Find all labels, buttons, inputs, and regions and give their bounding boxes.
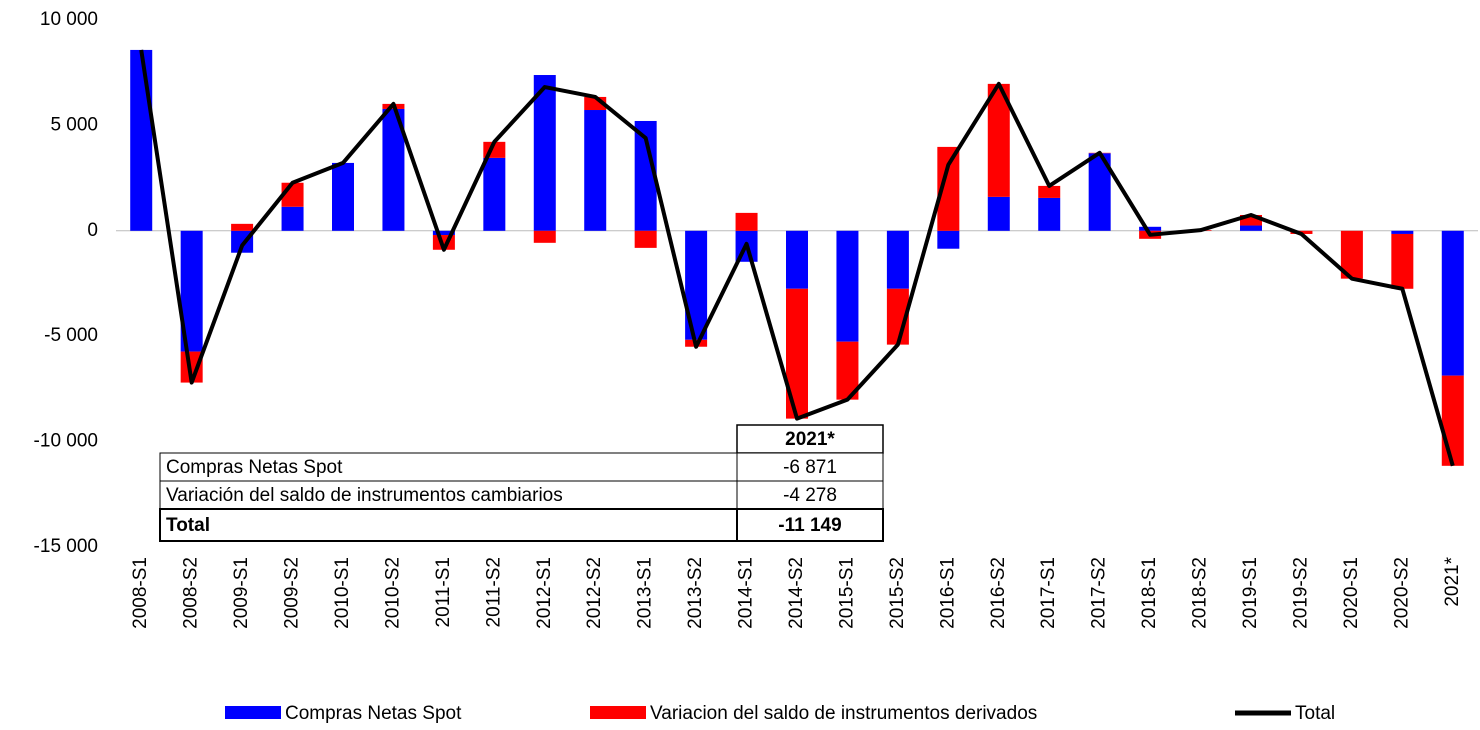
bar (1391, 231, 1413, 234)
x-tick-label: 2017-S1 (1038, 557, 1059, 629)
legend-swatch (225, 706, 281, 719)
bar (534, 231, 556, 243)
y-tick-label: 0 (87, 220, 98, 241)
y-tick-label: 5 000 (50, 114, 98, 135)
bar (786, 231, 808, 289)
x-tick-label: 2014-S2 (786, 557, 807, 629)
table-cell (160, 509, 737, 541)
x-tick-label: 2009-S2 (282, 557, 303, 629)
table-row-value: -6 871 (783, 457, 837, 478)
x-tick-label: 2014-S1 (736, 557, 757, 629)
x-tick-label: 2012-S1 (534, 557, 555, 629)
bar (736, 213, 758, 231)
x-tick-label: 2010-S2 (382, 557, 403, 629)
y-tick-label: 10 000 (40, 9, 98, 30)
bar (282, 207, 304, 231)
bar (988, 197, 1010, 231)
table-row-label: Total (166, 515, 210, 536)
legend-swatch (590, 706, 646, 719)
x-tick-label: 2008-S1 (130, 557, 151, 629)
x-tick-label: 2019-S1 (1240, 557, 1261, 629)
x-tick-label: 2012-S2 (584, 557, 605, 629)
bar (1240, 226, 1262, 231)
bar (332, 163, 354, 231)
x-tick-label: 2015-S2 (887, 557, 908, 629)
x-tick-label: 2010-S1 (332, 557, 353, 629)
bar (1139, 227, 1161, 231)
legend-label: Total (1295, 703, 1335, 724)
x-tick-label: 2021* (1442, 556, 1463, 606)
y-tick-label: -10 000 (34, 431, 98, 452)
bar (483, 158, 505, 231)
bar (937, 231, 959, 249)
table-row-value: -4 278 (783, 485, 837, 506)
bar (635, 231, 657, 248)
table-row-value: -11 149 (778, 515, 841, 536)
bar (231, 224, 253, 231)
x-tick-label: 2018-S1 (1139, 557, 1160, 629)
x-tick-label: 2017-S2 (1089, 557, 1110, 629)
table-row-label: Variación del saldo de instrumentos camb… (166, 485, 563, 506)
bar (534, 75, 556, 231)
bar (1391, 234, 1413, 289)
legend-item: Variacion del saldo de instrumentos deri… (590, 703, 1037, 724)
x-tick-label: 2016-S1 (937, 557, 958, 629)
x-tick-label: 2008-S2 (181, 557, 202, 629)
bar (1442, 231, 1464, 376)
x-tick-label: 2011-S1 (433, 557, 454, 627)
x-tick-label: 2020-S1 (1341, 557, 1362, 629)
y-tick-label: -15 000 (34, 536, 98, 557)
legend-label: Compras Netas Spot (285, 703, 462, 724)
legend-item: Total (1235, 703, 1335, 724)
bar (685, 231, 707, 340)
bar (836, 231, 858, 342)
x-tick-label: 2013-S2 (685, 557, 706, 629)
table-row-label: Compras Netas Spot (166, 457, 343, 478)
legend-label: Variacion del saldo de instrumentos deri… (650, 703, 1037, 724)
x-tick-label: 2013-S1 (635, 557, 656, 629)
bar (1442, 376, 1464, 466)
x-tick-label: 2020-S2 (1391, 557, 1412, 629)
y-tick-label: -5 000 (44, 325, 98, 346)
bar (130, 50, 152, 231)
x-tick-label: 2018-S2 (1190, 557, 1211, 629)
x-tick-label: 2015-S1 (836, 557, 857, 629)
x-tick-label: 2009-S1 (231, 557, 252, 629)
bar (584, 110, 606, 231)
x-tick-label: 2019-S2 (1290, 557, 1311, 629)
legend-item: Compras Netas Spot (225, 703, 462, 724)
bar (887, 231, 909, 289)
x-tick-label: 2011-S2 (483, 557, 504, 627)
table-header: 2021* (785, 429, 835, 450)
bar (1038, 198, 1060, 231)
x-tick-label: 2016-S2 (988, 557, 1009, 629)
